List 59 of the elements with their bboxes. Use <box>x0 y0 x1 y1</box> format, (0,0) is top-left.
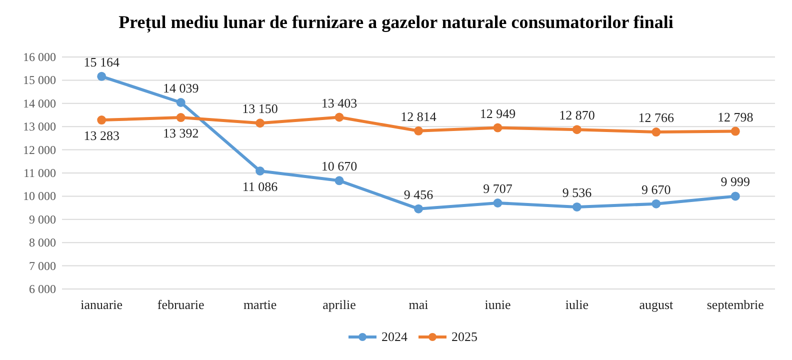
point <box>414 126 423 136</box>
chart-title: Prețul mediu lunar de furnizare a gazelor naturale consumatorilor finali <box>118 12 674 33</box>
point <box>730 126 740 136</box>
y-tick-label: 7 000 <box>29 258 56 273</box>
x-tick-label: aprilie <box>322 297 356 312</box>
point <box>334 112 344 122</box>
data-label: 13 403 <box>321 95 358 110</box>
data-label: 13 392 <box>162 126 199 141</box>
data-label: 12 766 <box>638 110 675 126</box>
point <box>256 166 265 176</box>
x-tick-label: septembrie <box>706 297 764 312</box>
x-tick-label: ianuarie <box>80 297 123 312</box>
data-label: 13 150 <box>242 101 278 116</box>
point <box>493 123 502 132</box>
point <box>176 98 186 107</box>
point <box>572 202 582 212</box>
legend-label: 2024 <box>382 329 408 344</box>
point <box>652 199 661 208</box>
point <box>493 198 502 208</box>
data-label: 9 536 <box>562 184 592 200</box>
y-tick-label: 12 000 <box>23 142 56 157</box>
point <box>97 116 106 125</box>
point <box>652 128 661 137</box>
y-tick-label: 13 000 <box>23 120 56 134</box>
data-label: 11 086 <box>242 179 278 194</box>
legend-label: 2025 <box>452 329 478 344</box>
y-tick-label: 6 000 <box>29 282 56 296</box>
y-tick-label: 15 000 <box>23 73 56 88</box>
data-label: 12 814 <box>400 108 437 124</box>
data-label: 10 670 <box>321 158 358 174</box>
x-tick-label: februarie <box>157 297 205 312</box>
data-label: 9 707 <box>483 181 513 196</box>
point <box>97 72 106 81</box>
point <box>572 125 582 134</box>
y-tick-label: 9 000 <box>29 212 56 226</box>
y-tick-label: 11 000 <box>23 166 56 180</box>
x-tick-label: august <box>639 297 674 312</box>
x-tick-label: mai <box>408 297 429 312</box>
data-label: 9 999 <box>720 174 750 190</box>
data-label: 12 870 <box>559 108 595 123</box>
data-label: 9 456 <box>404 186 434 202</box>
x-tick-label: iunie <box>484 297 511 312</box>
data-label: 9 670 <box>642 182 671 197</box>
point <box>256 118 265 128</box>
data-label: 12 798 <box>718 109 754 124</box>
y-tick-label: 10 000 <box>23 189 56 204</box>
data-label: 15 164 <box>84 54 120 70</box>
x-tick-label: martie <box>243 297 277 312</box>
data-label: 14 039 <box>162 80 199 96</box>
x-tick-label: iulie <box>565 297 589 312</box>
point <box>414 204 423 214</box>
data-label: 13 283 <box>84 128 120 144</box>
point <box>730 192 740 201</box>
point <box>176 113 186 122</box>
y-tick-label: 16 000 <box>23 50 56 64</box>
y-tick-label: 8 000 <box>29 236 56 250</box>
point <box>334 176 344 186</box>
data-label: 12 949 <box>480 106 516 121</box>
y-tick-label: 14 000 <box>23 96 56 110</box>
